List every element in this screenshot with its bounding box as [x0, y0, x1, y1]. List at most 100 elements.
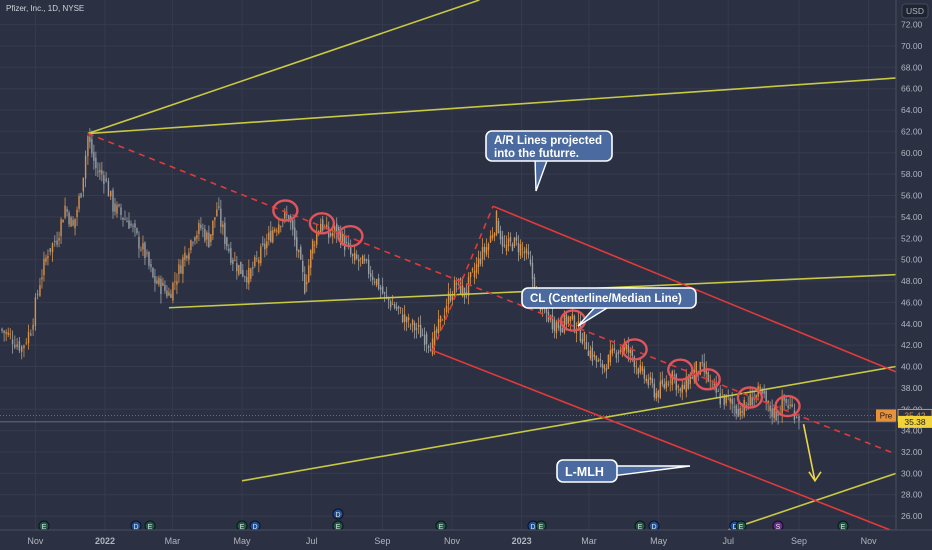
candle-body [579, 321, 582, 341]
candle-body [144, 242, 146, 259]
candle-body [411, 319, 414, 326]
candle-body [613, 348, 616, 351]
candle-body [330, 233, 332, 236]
candle-body [529, 259, 532, 264]
event-marker[interactable]: E [144, 520, 156, 532]
candle-body [74, 218, 76, 229]
candle-body [419, 324, 422, 338]
highlight-circle [736, 386, 764, 409]
pitchfork-line[interactable] [432, 349, 891, 531]
candle-body [97, 171, 99, 173]
candle-body [409, 325, 412, 327]
pitchfork-line[interactable] [727, 472, 897, 531]
event-marker-text: D [252, 524, 257, 531]
candle-body [497, 221, 500, 234]
callout-ar-lines[interactable]: A/R Lines projected into the futurre. [485, 130, 613, 192]
candle-body [433, 331, 436, 346]
pitchfork-line[interactable] [431, 205, 494, 351]
pitchfork-line[interactable] [87, 0, 480, 135]
candle-body [91, 139, 93, 154]
candle-body [623, 344, 626, 351]
callout-centerline-text: CL (Centerline/Median Line) [530, 293, 682, 305]
price-axis[interactable] [896, 0, 932, 550]
candle-body [519, 244, 522, 256]
candle-body [691, 376, 693, 379]
event-marker-text: D [732, 524, 737, 531]
candle-body [445, 305, 448, 313]
candle-body [381, 286, 384, 294]
candle-body [208, 232, 210, 248]
y-tick-label: 44.00 [901, 319, 923, 329]
candle-body [523, 251, 526, 254]
candle-body [597, 360, 600, 362]
x-tick-label: Nov [861, 536, 878, 546]
candle-body [463, 287, 466, 298]
y-tick-label: 32.00 [901, 447, 923, 457]
candle-body [118, 204, 120, 206]
candle-body [322, 219, 324, 231]
y-tick-label: 52.00 [901, 233, 923, 243]
candle-body [154, 276, 156, 283]
callout-lmlh[interactable]: L-MLH [556, 459, 691, 483]
candle-body [415, 328, 418, 330]
candle-body [643, 368, 646, 379]
pitchfork-line[interactable] [241, 365, 897, 482]
candle-body [717, 391, 719, 393]
candle-body [351, 254, 354, 257]
candle-body [262, 243, 264, 245]
y-tick-label: 34.00 [901, 426, 923, 436]
candle-body [232, 259, 234, 265]
x-tick-label: 2022 [95, 536, 115, 546]
event-marker[interactable]: E [332, 520, 344, 532]
callout-lmlh-box [556, 459, 618, 483]
candle-body [673, 374, 675, 376]
candle-body [160, 278, 162, 295]
candle-body [729, 398, 731, 403]
callout-centerline[interactable]: CL (Centerline/Median Line) [521, 287, 697, 327]
event-marker[interactable]: E [38, 520, 50, 532]
pitchfork-line[interactable] [87, 132, 897, 455]
candle-body [20, 346, 23, 352]
candle-body [739, 408, 741, 416]
candle-body [238, 265, 240, 275]
candle-body [349, 247, 352, 255]
candle-body [737, 409, 739, 417]
down-arrow-head [808, 471, 822, 483]
candle-body [439, 315, 442, 323]
candle-body [437, 319, 440, 334]
candle-body [176, 281, 178, 285]
candle-body [218, 206, 220, 208]
event-marker[interactable]: E [236, 520, 248, 532]
candle-body [30, 333, 32, 336]
candle-body [425, 333, 428, 345]
candle-body [383, 292, 386, 294]
candle-body [617, 351, 620, 354]
y-tick-label: 68.00 [901, 62, 923, 72]
event-marker[interactable]: E [435, 520, 447, 532]
time-axis[interactable] [0, 530, 932, 550]
candle-body [545, 308, 548, 313]
candle-body [385, 295, 388, 297]
currency-badge[interactable] [901, 3, 929, 19]
candle-body [230, 247, 232, 263]
candle-body [593, 354, 596, 358]
candle-body [689, 376, 691, 384]
candle-body [765, 391, 767, 402]
candle-body [403, 314, 406, 323]
event-marker[interactable]: D [332, 508, 344, 520]
event-marker[interactable]: E [535, 520, 547, 532]
event-marker[interactable]: E [837, 520, 849, 532]
candle-body [573, 316, 576, 332]
candle-body [469, 272, 472, 278]
candle-body [224, 222, 226, 244]
candle-body [557, 319, 560, 328]
callout-ar-text: A/R Lines projected into the futurre. [494, 135, 602, 160]
candle-body [571, 314, 574, 319]
candle-body [687, 378, 689, 389]
candle-body [609, 350, 612, 363]
candle-body [202, 228, 204, 229]
down-arrow-shaft [802, 424, 816, 482]
pitchfork-line[interactable] [87, 77, 897, 135]
